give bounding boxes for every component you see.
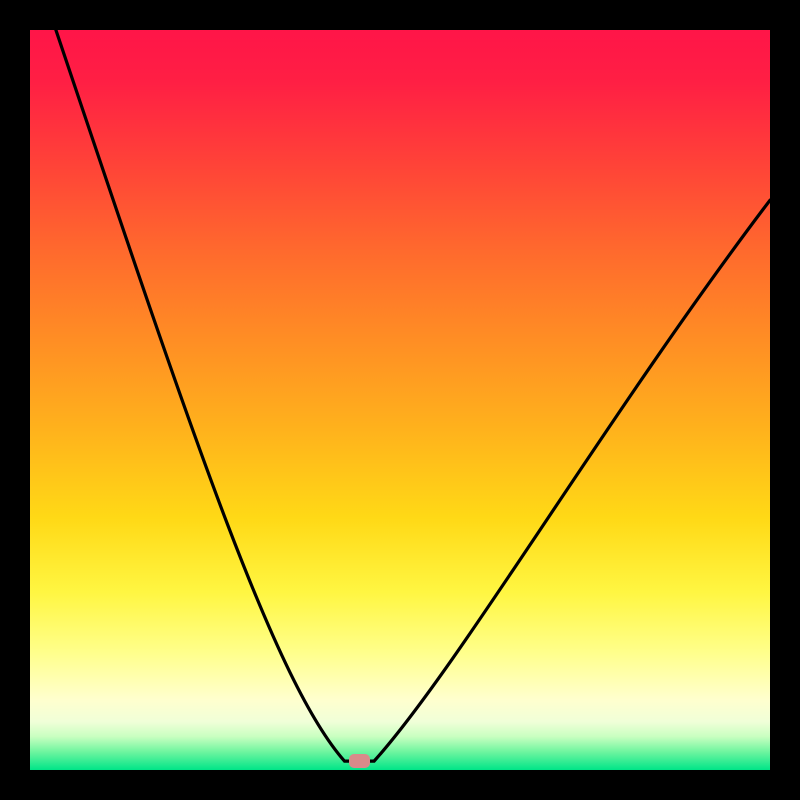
watermark-text: TheBottleneck.com [555, 4, 780, 32]
minimum-marker [349, 754, 370, 767]
bottleneck-curve [30, 30, 770, 770]
chart-canvas: TheBottleneck.com [0, 0, 800, 800]
plot-area [30, 30, 770, 770]
